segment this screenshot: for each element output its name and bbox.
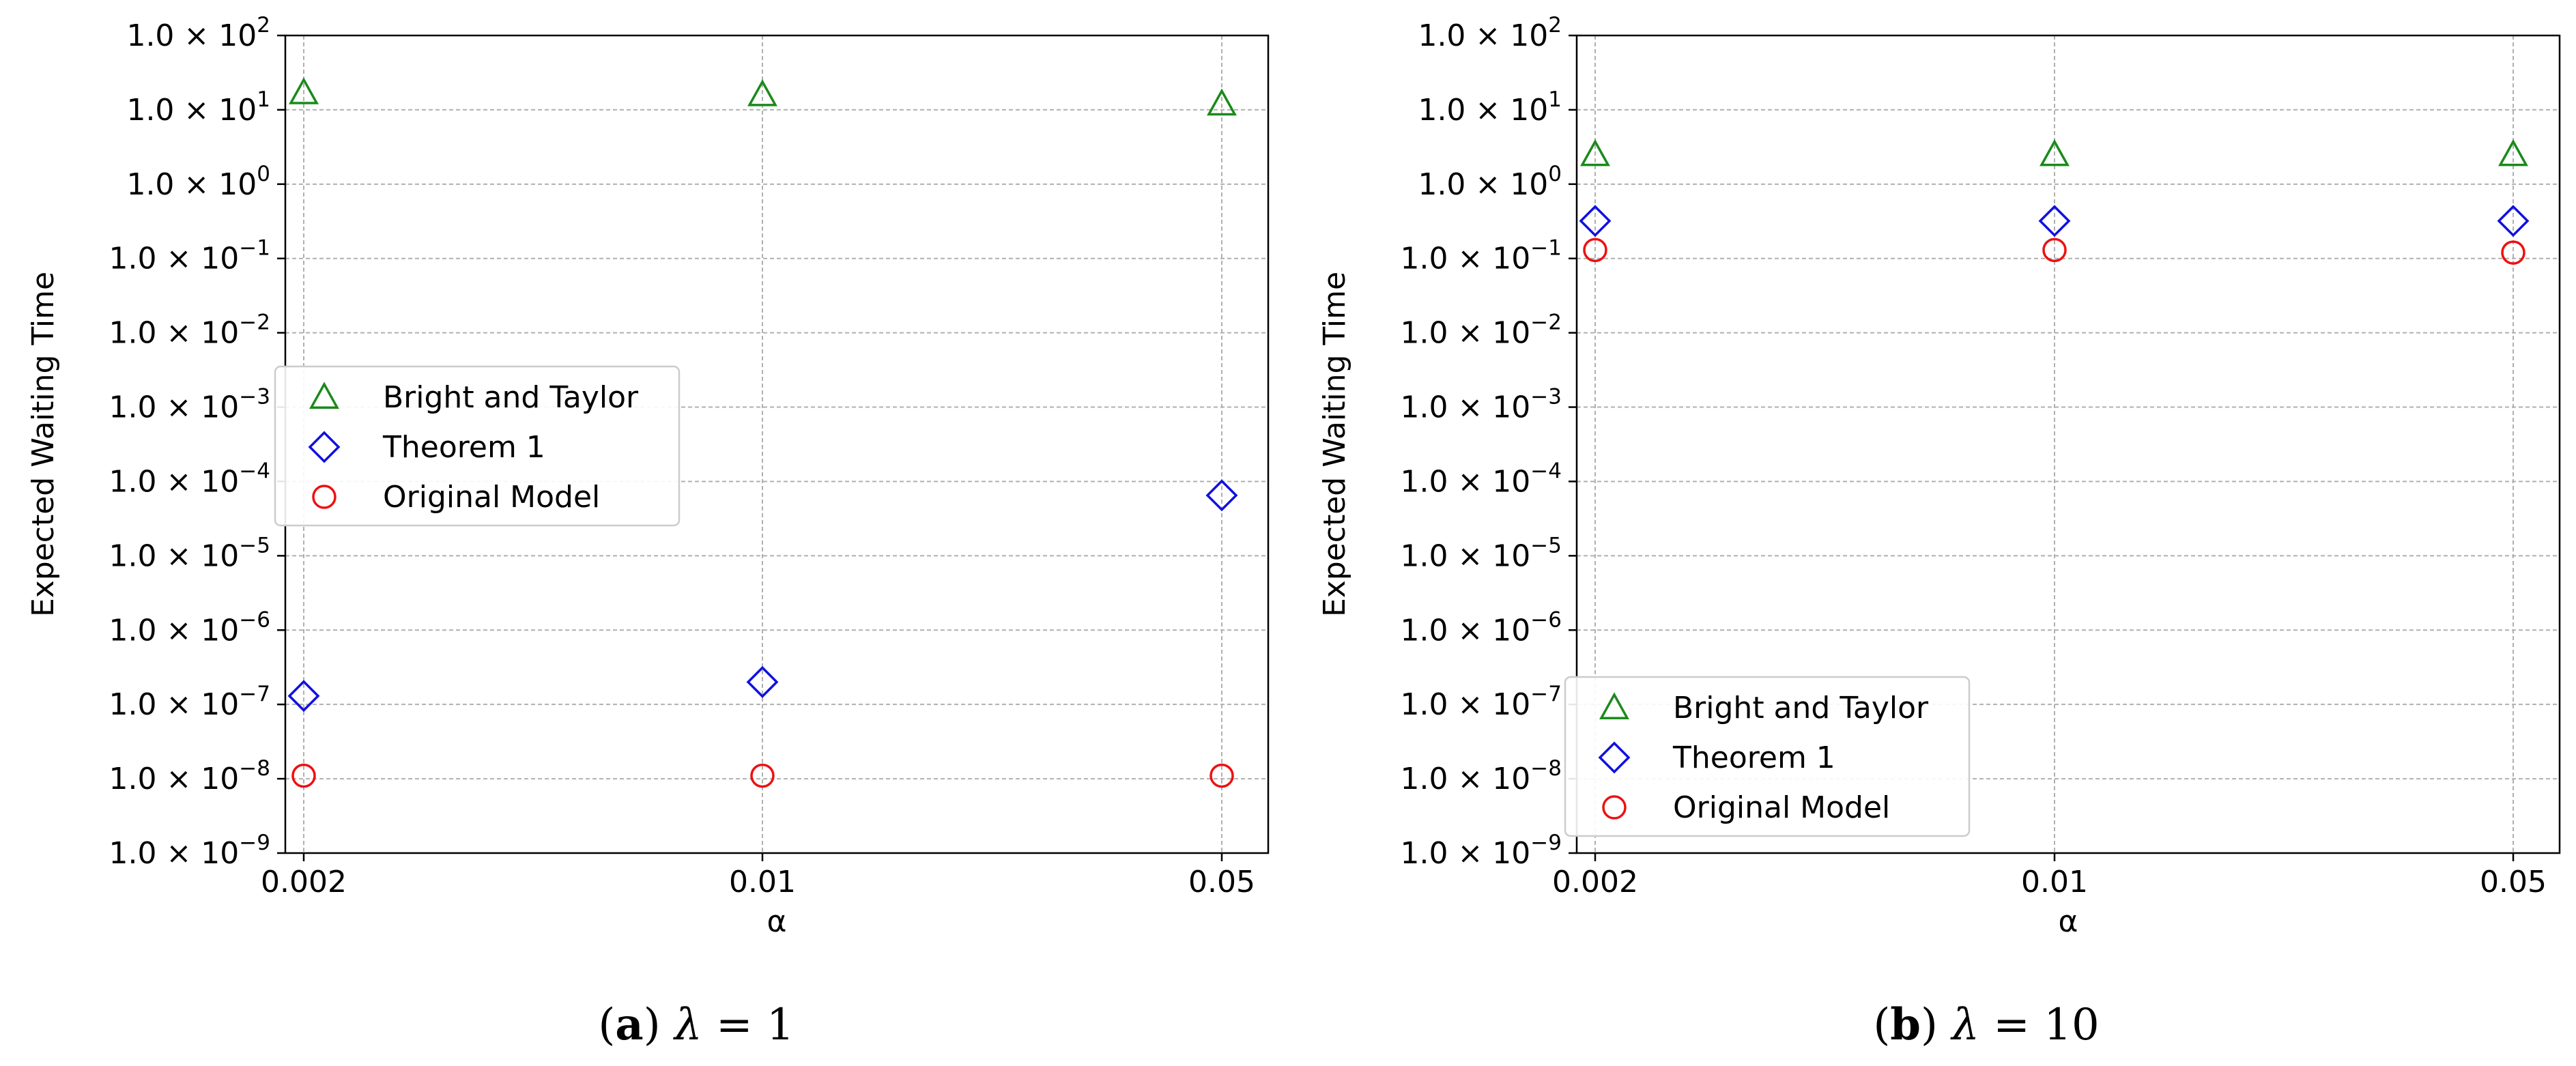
y-tick-label: 1.0 × 100 (1418, 162, 1562, 202)
data-point-diamond (2038, 205, 2071, 237)
legend: Bright and Taylor Theorem 1 Original Model (1564, 676, 1971, 837)
data-point-circle (1583, 237, 1607, 263)
legend: Bright and Taylor Theorem 1 Original Model (274, 365, 681, 527)
y-tick-label: 1.0 × 10−2 (1400, 311, 1562, 351)
y-tick-label: 1.0 × 101 (1418, 87, 1562, 128)
data-point-triangle (289, 77, 319, 104)
y-tick-label: 1.0 × 10−4 (109, 459, 270, 499)
data-point-diamond (1205, 479, 1238, 512)
y-tick-label: 1.0 × 10−7 (109, 682, 270, 722)
legend-label: Bright and Taylor (1673, 691, 1929, 725)
y-tick-label: 1.0 × 10−3 (1400, 385, 1562, 425)
y-tick-label: 1.0 × 10−5 (1400, 533, 1562, 573)
data-point-diamond (287, 680, 320, 712)
y-axis-label: Expected Waiting Time (1317, 272, 1352, 617)
series-theorem-1 (1579, 205, 2530, 237)
data-point-triangle (2498, 139, 2528, 167)
legend-marker-triangle (1599, 692, 1629, 719)
x-tick-label: 0.01 (729, 865, 796, 899)
y-tick-label: 1.0 × 10−3 (109, 385, 270, 425)
y-tick-label: 1.0 × 10−9 (1400, 831, 1562, 871)
y-tick-label: 1.0 × 10−4 (1400, 459, 1562, 499)
panel-caption: (b) λ = 10 (1873, 999, 2099, 1050)
series-bright-and-taylor (1580, 139, 2528, 167)
y-tick-label: 1.0 × 10−7 (1400, 682, 1562, 722)
data-point-circle (1210, 763, 1234, 788)
legend-label: Theorem 1 (1672, 740, 1835, 775)
y-tick-label: 1.0 × 10−6 (109, 607, 270, 648)
y-axis-label: Expected Waiting Time (26, 272, 61, 617)
y-tick-label: 1.0 × 10−8 (1400, 756, 1562, 796)
y-tick-label: 1.0 × 10−5 (109, 533, 270, 573)
y-tick-label: 1.0 × 10−1 (1400, 236, 1562, 276)
legend-label: Bright and Taylor (383, 380, 639, 415)
data-point-circle (750, 763, 775, 788)
data-point-diamond (746, 665, 779, 698)
x-axis-label: α (767, 904, 786, 939)
legend-label: Theorem 1 (382, 430, 545, 465)
x-tick-label: 0.002 (261, 865, 347, 899)
y-tick-label: 1.0 × 10−6 (1400, 607, 1562, 648)
legend-marker-diamond (1598, 741, 1631, 774)
x-axis-label: α (2058, 904, 2078, 939)
legend-label: Original Model (383, 480, 600, 515)
legend-label: Original Model (1673, 790, 1890, 825)
legend-box (1564, 676, 1971, 837)
y-tick-label: 1.0 × 100 (126, 162, 270, 202)
data-point-diamond (1579, 205, 1612, 237)
series-original-model (1583, 237, 2525, 265)
y-tick-label: 1.0 × 102 (126, 13, 270, 53)
series-bright-and-taylor (289, 77, 1237, 116)
y-tick-label: 1.0 × 10−2 (109, 311, 270, 351)
panel-caption: (a) λ = 1 (598, 999, 794, 1050)
data-point-diamond (2497, 205, 2530, 237)
x-tick-label: 0.05 (1188, 865, 1255, 899)
data-point-circle (2042, 237, 2067, 263)
y-tick-label: 1.0 × 10−1 (109, 236, 270, 276)
chart-panel-a: 1.0 × 102 1.0 × 101 1.0 × 100 1.0 × 10−1 1.0… (26, 13, 1270, 1050)
series-theorem-1 (287, 479, 1238, 712)
legend-marker-circle (1602, 795, 1627, 820)
chart-panel-b: 1.0 × 102 1.0 × 101 1.0 × 100 1.0 × 10−1 1.0… (1317, 13, 2561, 1050)
y-tick-label: 1.0 × 102 (1418, 13, 1562, 53)
legend-marker-triangle (309, 381, 339, 409)
data-point-triangle (747, 79, 777, 106)
plot-frame (1575, 34, 2561, 854)
data-point-circle (291, 763, 316, 788)
x-tick-label: 0.05 (2480, 865, 2547, 899)
series-original-model (291, 763, 1234, 788)
legend-marker-diamond (308, 431, 341, 463)
legend-marker-circle (312, 485, 337, 509)
data-point-circle (2501, 240, 2525, 265)
legend-box (274, 365, 681, 527)
data-point-triangle (1580, 139, 1610, 167)
data-point-triangle (2040, 139, 2070, 167)
x-tick-label: 0.01 (2021, 865, 2088, 899)
y-tick-label: 1.0 × 10−9 (109, 831, 270, 871)
y-tick-label: 1.0 × 10−8 (109, 756, 270, 796)
y-tick-label: 1.0 × 101 (126, 87, 270, 128)
x-tick-label: 0.002 (1552, 865, 1638, 899)
data-point-triangle (1207, 88, 1237, 116)
